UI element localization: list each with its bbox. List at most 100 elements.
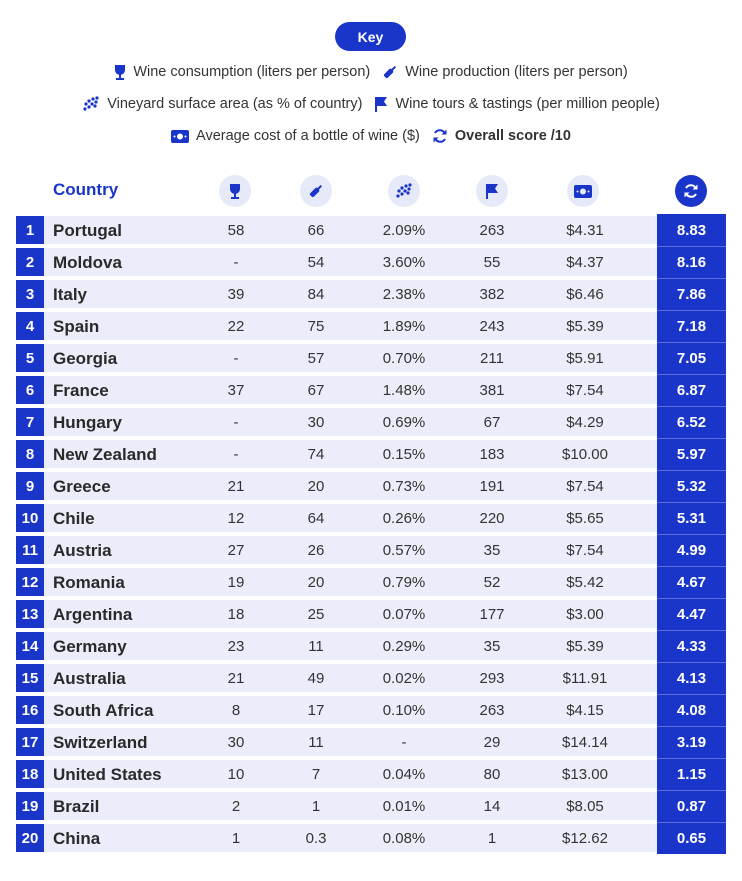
- vineyard-cell: 1.48%: [382, 382, 426, 399]
- consumption-cell: 21: [227, 478, 245, 495]
- rank-badge: 17: [16, 728, 44, 756]
- legend-row-2: Vineyard surface area (as % of country) …: [0, 96, 742, 112]
- score-cell: 5.97: [657, 438, 726, 470]
- score-cell: 8.83: [657, 214, 726, 246]
- score-cell: 6.87: [657, 374, 726, 406]
- legend-cost: Average cost of a bottle of wine ($): [171, 128, 420, 144]
- tours-cell: 191: [479, 478, 505, 495]
- consumption-cell: 37: [227, 382, 245, 399]
- cost-cell: $13.00: [562, 766, 608, 783]
- table-row: 20 China 1 0.3 0.08% 1 $12.62 0.65: [16, 822, 726, 854]
- table-header: Country: [0, 170, 742, 212]
- cost-cell: $14.14: [562, 734, 608, 751]
- vineyard-cell: 3.60%: [382, 254, 426, 271]
- consumption-cell: 23: [227, 638, 245, 655]
- table-row: 12 Romania 19 20 0.79% 52 $5.42 4.67: [16, 566, 726, 598]
- table-row: 3 Italy 39 84 2.38% 382 $6.46 7.86: [16, 278, 726, 310]
- row-background: [16, 408, 726, 436]
- row-background: [16, 376, 726, 404]
- cost-cell: $8.05: [566, 798, 604, 815]
- score-cell: 4.99: [657, 534, 726, 566]
- row-background: [16, 248, 726, 276]
- country-name: Greece: [53, 477, 111, 496]
- country-name: United States: [53, 765, 162, 784]
- grapes-icon: [83, 96, 99, 111]
- production-cell: 75: [307, 318, 325, 335]
- rank-badge: 11: [16, 536, 44, 564]
- score-cell: 4.33: [657, 630, 726, 662]
- table-row: 11 Austria 27 26 0.57% 35 $7.54 4.99: [16, 534, 726, 566]
- cost-cell: $5.91: [566, 350, 604, 367]
- flag-icon: [486, 184, 498, 199]
- production-cell: 67: [307, 382, 325, 399]
- tours-cell: 35: [483, 638, 501, 655]
- row-background: [16, 536, 726, 564]
- vineyard-cell: 0.07%: [382, 606, 426, 623]
- rank-badge: 4: [16, 312, 44, 340]
- score-cell: 6.52: [657, 406, 726, 438]
- cost-cell: $3.00: [566, 606, 604, 623]
- banknote-icon: [171, 129, 190, 143]
- tours-cell: 293: [479, 670, 505, 687]
- consumption-cell: 2: [231, 798, 241, 815]
- cost-cell: $7.54: [566, 478, 604, 495]
- country-name: Georgia: [53, 349, 118, 368]
- banknote-icon: [574, 184, 592, 198]
- vineyard-cell: 0.69%: [382, 414, 426, 431]
- country-name: Moldova: [53, 253, 122, 272]
- rank-badge: 9: [16, 472, 44, 500]
- vineyard-cell: -: [401, 734, 407, 751]
- production-cell: 57: [307, 350, 325, 367]
- score-cell: 5.32: [657, 470, 726, 502]
- cost-cell: $5.42: [566, 574, 604, 591]
- rank-badge: 15: [16, 664, 44, 692]
- vineyard-cell: 2.38%: [382, 286, 426, 303]
- production-cell: 74: [307, 446, 325, 463]
- table-row: 13 Argentina 18 25 0.07% 177 $3.00 4.47: [16, 598, 726, 630]
- cost-cell: $6.46: [566, 286, 604, 303]
- consumption-cell: 18: [227, 606, 245, 623]
- cost-cell: $5.39: [566, 318, 604, 335]
- score-cell: 4.47: [657, 598, 726, 630]
- row-background: [16, 600, 726, 628]
- table-row: 8 New Zealand - 74 0.15% 183 $10.00 5.97: [16, 438, 726, 470]
- table-row: 5 Georgia - 57 0.70% 211 $5.91 7.05: [16, 342, 726, 374]
- country-name: France: [53, 381, 109, 400]
- cost-cell: $4.15: [566, 702, 604, 719]
- row-background: [16, 504, 726, 532]
- consumption-cell: -: [233, 350, 239, 367]
- table-row: 14 Germany 23 11 0.29% 35 $5.39 4.33: [16, 630, 726, 662]
- rank-badge: 5: [16, 344, 44, 372]
- country-name: New Zealand: [53, 445, 157, 464]
- consumption-cell: -: [233, 446, 239, 463]
- vineyard-cell: 0.70%: [382, 350, 426, 367]
- tours-cell: 220: [479, 510, 505, 527]
- legend-row-3: Average cost of a bottle of wine ($) Ove…: [0, 128, 742, 144]
- table-row: 2 Moldova - 54 3.60% 55 $4.37 8.16: [16, 246, 726, 278]
- tours-cell: 35: [483, 542, 501, 559]
- ranking-table: 1 Portugal 58 66 2.09% 263 $4.31 8.83 2 Moldova -5…: [16, 214, 726, 854]
- country-name: Switzerland: [53, 733, 148, 752]
- country-name: Australia: [53, 669, 126, 688]
- row-background: [16, 472, 726, 500]
- grapes-icon: [396, 183, 412, 198]
- legend-score: Overall score /10: [432, 128, 571, 144]
- wine-bottle-icon: [384, 65, 397, 79]
- key-badge: Key: [335, 22, 406, 51]
- score-cell: 7.18: [657, 310, 726, 342]
- flag-icon: [375, 97, 388, 112]
- country-name: Romania: [53, 573, 125, 592]
- production-cell: 49: [307, 670, 325, 687]
- vineyard-cell: 0.10%: [382, 702, 426, 719]
- tours-cell: 1: [487, 830, 497, 847]
- vineyard-cell: 0.29%: [382, 638, 426, 655]
- tours-cell: 14: [483, 798, 501, 815]
- rank-badge: 19: [16, 792, 44, 820]
- vineyard-cell: 0.08%: [382, 830, 426, 847]
- table-row: 17 Switzerland 30 11 - 29 $14.14 3.19: [16, 726, 726, 758]
- rank-badge: 18: [16, 760, 44, 788]
- rank-badge: 8: [16, 440, 44, 468]
- rank-badge: 6: [16, 376, 44, 404]
- row-background: [16, 792, 726, 820]
- legend-row-1: Wine consumption (liters per person) Win…: [0, 64, 742, 80]
